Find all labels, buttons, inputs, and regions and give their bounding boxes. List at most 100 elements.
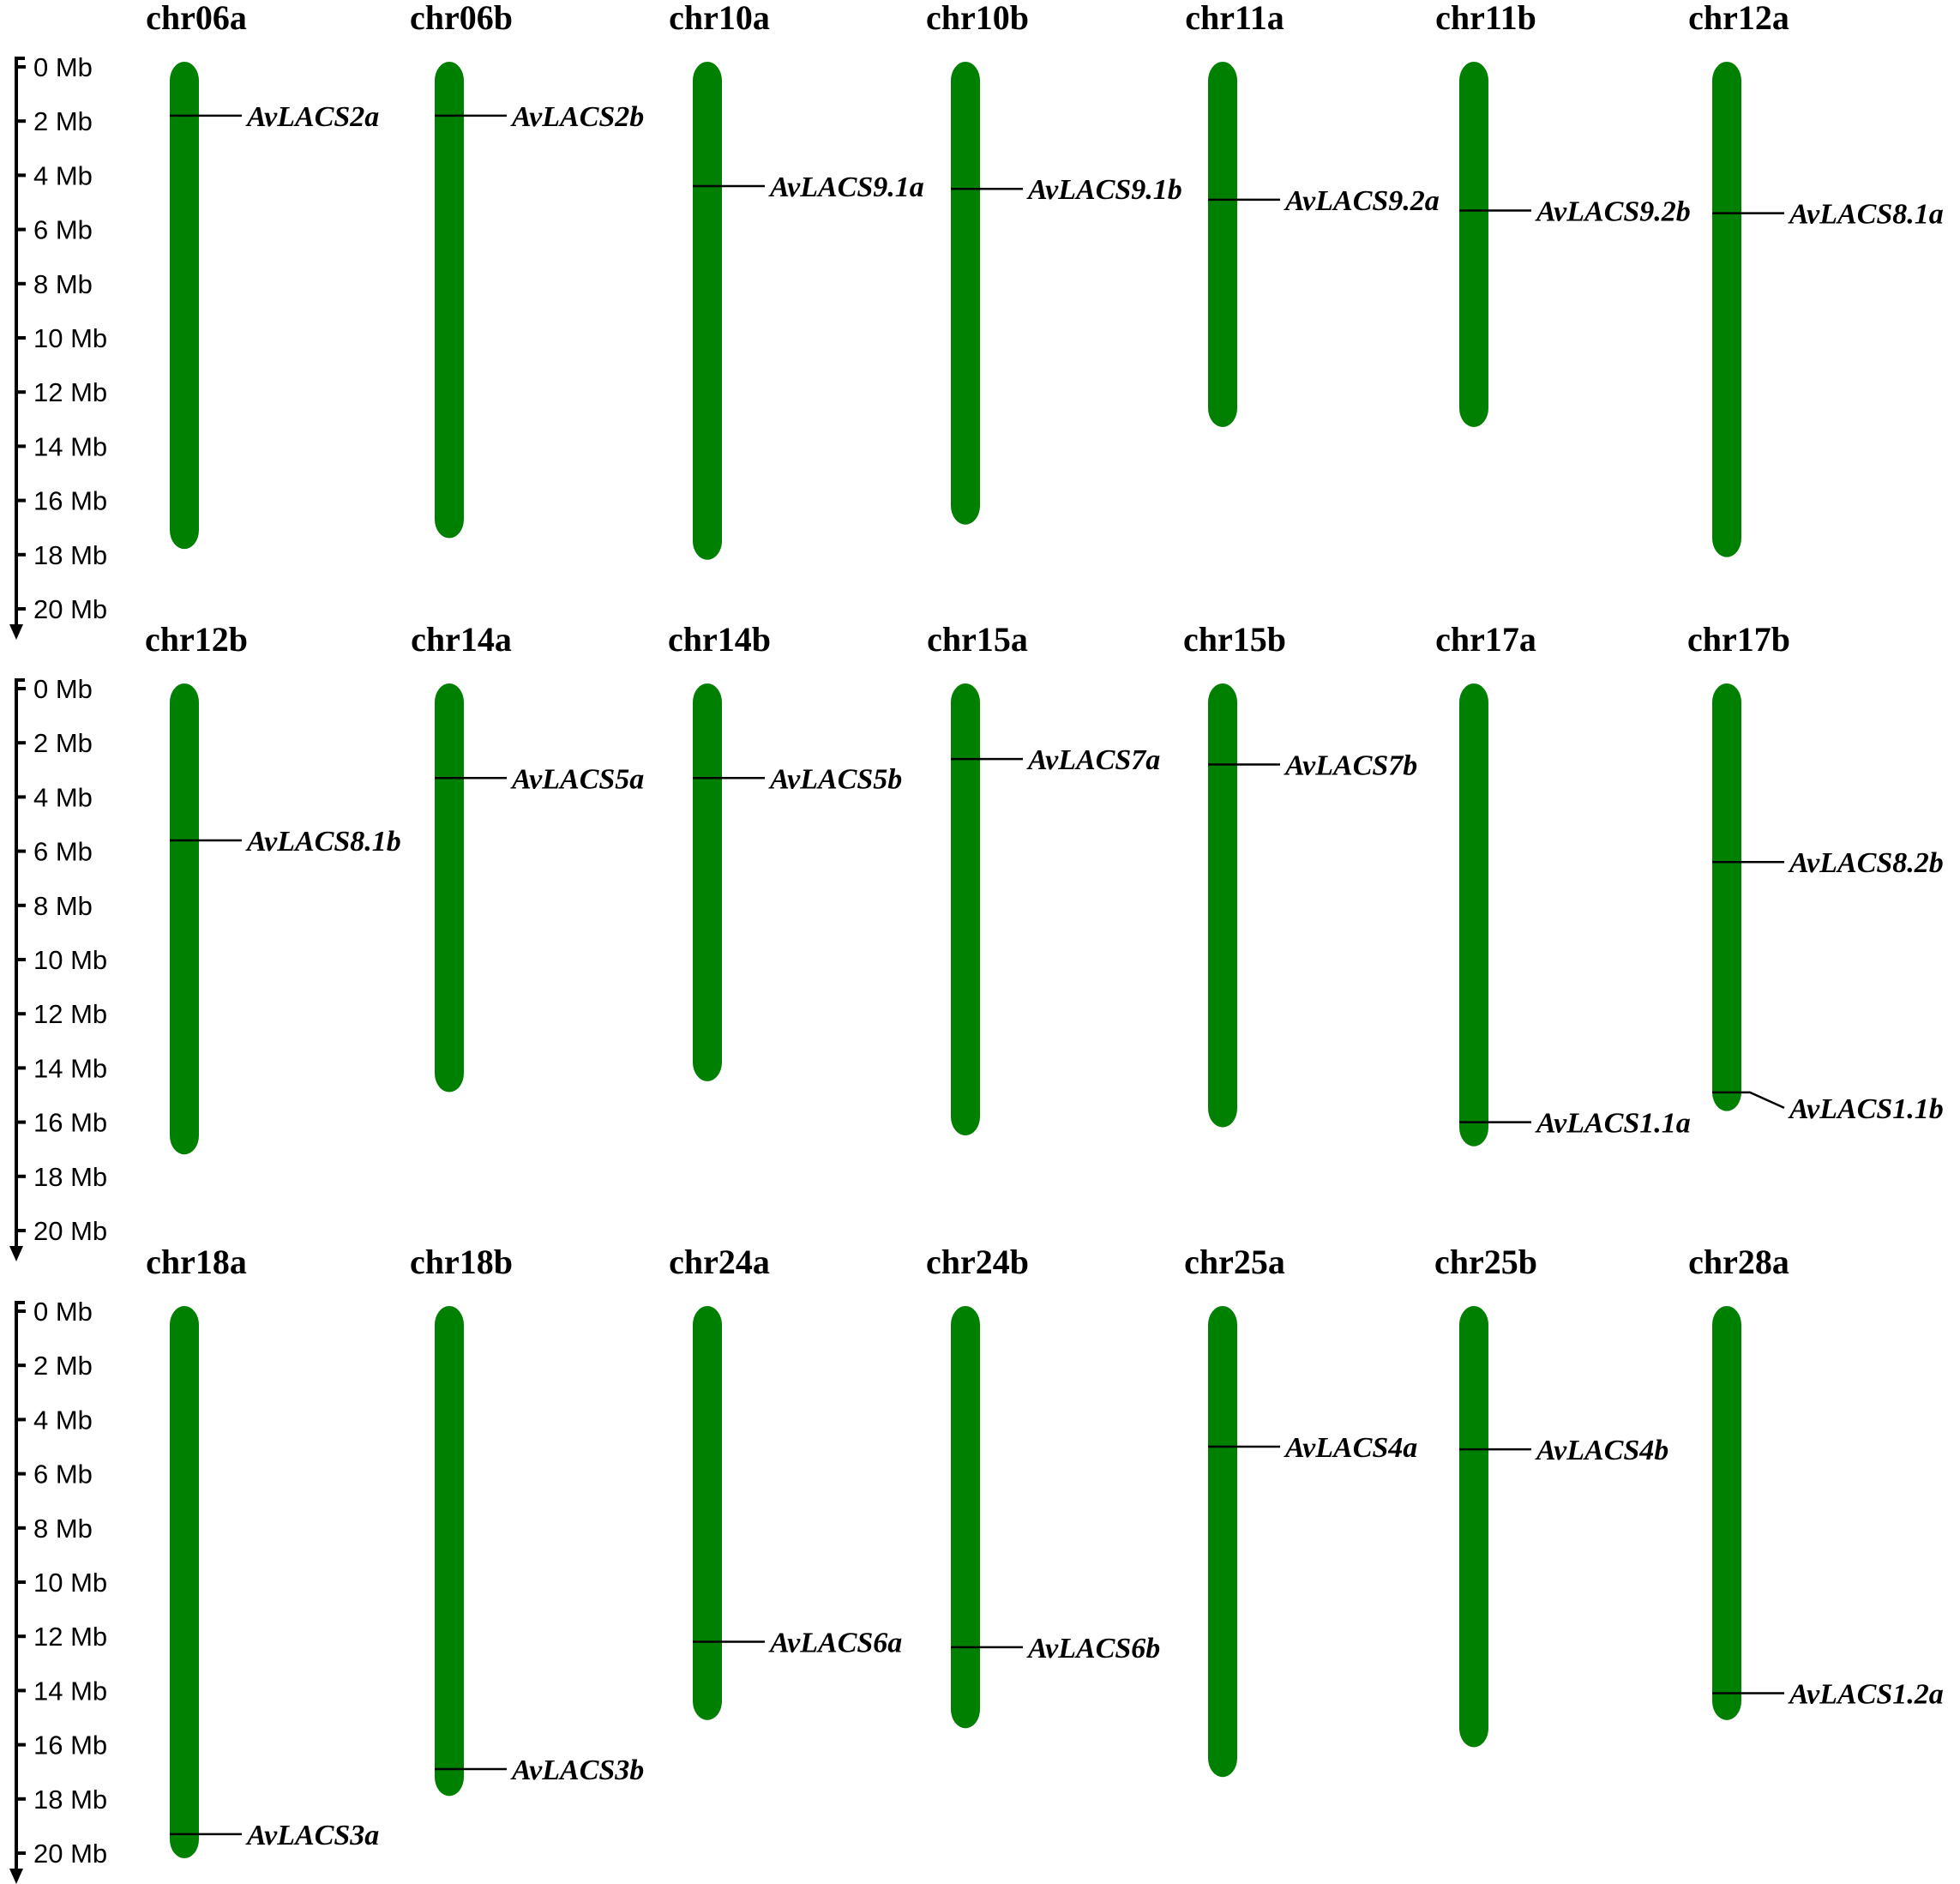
gene-label: AvLACS7b <box>1284 749 1417 781</box>
gene-label: AvLACS4a <box>1284 1432 1417 1464</box>
chromosome-title: chr25a <box>1184 1243 1285 1281</box>
scale-tick-label: 10 Mb <box>33 323 107 353</box>
gene-label: AvLACS5a <box>510 763 644 795</box>
chromosome-bar <box>170 62 199 550</box>
chromosome-bar <box>693 1306 722 1720</box>
chromosome-bar <box>693 683 722 1081</box>
scale-axis: 0 Mb 2 Mb 4 Mb 6 Mb 8 Mb 10 Mb 12 Mb 14 Mb 16 Mb… <box>9 1297 107 1884</box>
chromosome-bar <box>1712 1306 1741 1720</box>
scale-tick-label: 4 Mb <box>33 160 93 190</box>
chromosome-chr24b: chr24b AvLACS6b <box>926 1243 1160 1729</box>
gene-label: AvLACS8.1a <box>1788 199 1944 231</box>
chromosome-title: chr14b <box>668 620 771 659</box>
scale-tick-label: 20 Mb <box>33 594 107 624</box>
scale-tick-label: 2 Mb <box>33 1351 93 1381</box>
scale-tick-label: 20 Mb <box>33 1839 107 1869</box>
scale-tick-label: 2 Mb <box>33 728 93 758</box>
scale-tick-label: 16 Mb <box>33 1731 107 1761</box>
chromosome-bar <box>951 62 980 525</box>
gene-label: AvLACS3a <box>245 1820 379 1851</box>
scale-tick-label: 14 Mb <box>33 1053 107 1083</box>
scale-tick-label: 0 Mb <box>33 674 93 704</box>
gene-label: AvLACS9.2b <box>1535 196 1691 227</box>
scale-tick-label: 2 Mb <box>33 106 93 136</box>
scale-tick-label: 14 Mb <box>33 1676 107 1706</box>
chromosome-chr24a: chr24a AvLACS6a <box>669 1243 902 1720</box>
chromosome-title: chr10a <box>669 0 770 37</box>
gene-label: AvLACS2b <box>510 101 644 133</box>
scale-tick-label: 18 Mb <box>33 1785 107 1815</box>
chromosome-chr14b: chr14b AvLACS5b <box>668 620 902 1081</box>
chromosome-chr17b: chr17b AvLACS8.2b AvLACS1.1b <box>1687 620 1944 1125</box>
scale-tick-label: 18 Mb <box>33 540 107 570</box>
down-arrow-icon <box>9 1246 23 1261</box>
scale-tick-label: 6 Mb <box>33 215 93 245</box>
scale-tick-label: 16 Mb <box>33 486 107 516</box>
scale-axis: 0 Mb 2 Mb 4 Mb 6 Mb 8 Mb 10 Mb 12 Mb 14 Mb 16 Mb… <box>9 52 107 640</box>
scale-axis: 0 Mb 2 Mb 4 Mb 6 Mb 8 Mb 10 Mb 12 Mb 14 Mb 16 Mb… <box>9 674 107 1261</box>
chromosome-title: chr25b <box>1434 1243 1537 1281</box>
chromosome-bar <box>1208 62 1237 427</box>
chromosome-bar <box>435 1306 464 1797</box>
scale-tick-label: 6 Mb <box>33 837 93 867</box>
scale-tick-label: 4 Mb <box>33 782 93 812</box>
chromosome-title: chr12a <box>1688 0 1789 37</box>
gene-label: AvLACS1.1b <box>1788 1093 1944 1125</box>
chromosome-title: chr06b <box>410 0 513 37</box>
chromosome-chr12b: chr12b AvLACS8.1b <box>145 620 401 1155</box>
scale-tick-label: 6 Mb <box>33 1460 93 1490</box>
scale-tick-label: 8 Mb <box>33 269 93 299</box>
chromosome-bar <box>1208 1306 1237 1778</box>
chromosome-title: chr12b <box>145 620 248 659</box>
chromosome-title: chr24b <box>926 1243 1029 1281</box>
scale-tick-label: 0 Mb <box>33 1297 93 1327</box>
chromosome-title: chr28a <box>1688 1243 1789 1281</box>
scale-tick-label: 4 Mb <box>33 1405 93 1435</box>
chromosome-title: chr17a <box>1435 620 1536 659</box>
chromosome-chr11b: chr11b AvLACS9.2b <box>1435 0 1691 427</box>
chromosome-chr17a: chr17a AvLACS1.1a <box>1435 620 1691 1147</box>
chromosome-bar <box>435 683 464 1092</box>
gene-label: AvLACS6b <box>1026 1633 1160 1664</box>
chromosome-chr25b: chr25b AvLACS4b <box>1434 1243 1668 1748</box>
scale-tick-label: 10 Mb <box>33 945 107 975</box>
gene-marker-line <box>1712 1091 1785 1109</box>
down-arrow-icon <box>9 1869 23 1884</box>
scale-tick-label: 0 Mb <box>33 52 93 82</box>
chromosome-chr06a: chr06a AvLACS2a <box>146 0 379 550</box>
chromosome-title: chr24a <box>669 1243 770 1281</box>
chromosome-title: chr17b <box>1687 620 1790 659</box>
chromosome-title: chr11a <box>1185 0 1284 37</box>
gene-label: AvLACS5b <box>768 763 902 795</box>
chromosome-chr06b: chr06b AvLACS2b <box>410 0 644 539</box>
gene-label: AvLACS6a <box>768 1628 902 1659</box>
chromosome-title: chr15b <box>1183 620 1286 659</box>
gene-label: AvLACS1.2a <box>1788 1679 1944 1711</box>
scale-tick-label: 12 Mb <box>33 1622 107 1652</box>
chromosome-title: chr18b <box>410 1243 513 1281</box>
scale-tick-label: 14 Mb <box>33 431 107 461</box>
chromosome-chr11a: chr11a AvLACS9.2a <box>1185 0 1440 427</box>
chromosome-chr18b: chr18b AvLACS3b <box>410 1243 644 1797</box>
chromosome-chr15a: chr15a AvLACS7a <box>927 620 1160 1136</box>
chromosome-chr28a: chr28a AvLACS1.2a <box>1688 1243 1944 1720</box>
chromosome-chr14a: chr14a AvLACS5a <box>411 620 644 1092</box>
chromosome-row: 0 Mb 2 Mb 4 Mb 6 Mb 8 Mb 10 Mb 12 Mb 14 Mb 16 Mb… <box>9 620 1944 1261</box>
chromosome-bar <box>1459 1306 1488 1748</box>
scale-tick-label: 8 Mb <box>33 1514 93 1544</box>
gene-label: AvLACS3b <box>510 1755 644 1786</box>
scale-tick-label: 8 Mb <box>33 891 93 921</box>
chromosome-chr12a: chr12a AvLACS8.1a <box>1688 0 1944 557</box>
down-arrow-icon <box>9 624 23 640</box>
scale-tick-label: 10 Mb <box>33 1568 107 1598</box>
chromosome-bar <box>1208 683 1237 1128</box>
scale-tick-label: 12 Mb <box>33 999 107 1029</box>
gene-label: AvLACS9.1b <box>1026 174 1182 206</box>
chromosome-bar <box>951 683 980 1136</box>
chromosome-bar <box>1712 683 1741 1111</box>
chromosome-bar <box>1459 62 1488 427</box>
gene-label: AvLACS8.1b <box>245 826 401 858</box>
chromosome-title: chr06a <box>146 0 247 37</box>
chromosome-row: 0 Mb 2 Mb 4 Mb 6 Mb 8 Mb 10 Mb 12 Mb 14 Mb 16 Mb… <box>9 1243 1944 1884</box>
